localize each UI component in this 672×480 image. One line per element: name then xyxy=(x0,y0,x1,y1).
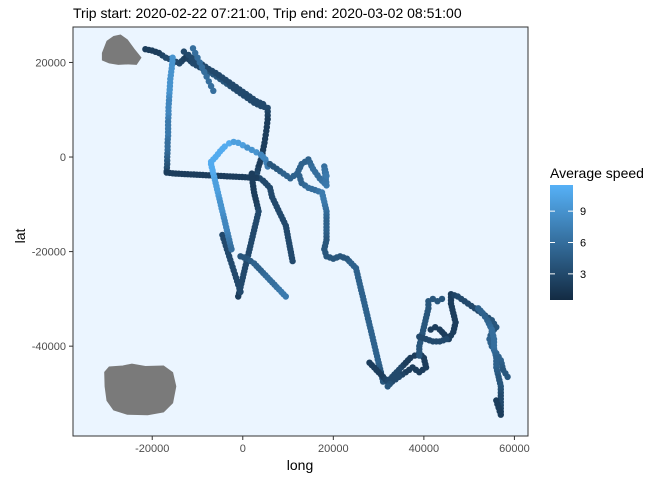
track-point xyxy=(203,73,210,80)
x-tick-label: 60000 xyxy=(499,443,530,455)
track-point xyxy=(180,48,188,55)
track-point xyxy=(228,246,235,253)
track-point xyxy=(443,335,450,343)
x-tick-label: -20000 xyxy=(135,443,169,455)
legend-tick-label: 9 xyxy=(580,206,586,218)
y-tick-label: 0 xyxy=(60,152,66,164)
track-point xyxy=(259,100,267,108)
legend-ticks: 3 6 9 xyxy=(550,206,586,281)
track-point xyxy=(210,87,217,95)
island-southwest xyxy=(104,363,177,416)
track-point xyxy=(221,143,228,150)
points-layer xyxy=(142,45,511,418)
islands-layer xyxy=(101,34,177,416)
legend: Average speed 3 6 9 xyxy=(550,165,644,300)
track-point xyxy=(194,54,201,61)
track-point xyxy=(237,288,244,295)
x-axis-title: long xyxy=(287,457,313,473)
x-tick-label: 0 xyxy=(240,443,246,455)
track-point xyxy=(384,383,391,390)
island-northwest xyxy=(101,34,142,65)
legend-tick-label: 3 xyxy=(580,269,586,281)
track-point xyxy=(438,295,446,303)
y-axis-title: lat xyxy=(12,229,28,244)
y-tick-label: -20000 xyxy=(32,247,66,259)
legend-tick-label: 6 xyxy=(580,238,586,250)
track-point xyxy=(504,373,511,381)
plot-panel-border xyxy=(72,26,529,437)
legend-title: Average speed xyxy=(550,165,644,181)
y-tick-label: 20000 xyxy=(35,57,66,69)
track-point xyxy=(323,172,330,180)
track-point xyxy=(282,293,289,300)
y-tick-label: -40000 xyxy=(32,341,66,353)
track-point xyxy=(493,397,500,404)
legend-colorbar xyxy=(550,185,573,300)
track-point xyxy=(289,257,296,265)
y-axis: -40000 -20000 0 20000 xyxy=(32,57,73,353)
x-tick-label: 20000 xyxy=(318,443,349,455)
chart-title: Trip start: 2020-02-22 07:21:00, Trip en… xyxy=(73,5,462,21)
x-axis: -20000 0 20000 40000 60000 xyxy=(135,436,530,455)
x-tick-label: 40000 xyxy=(409,443,440,455)
